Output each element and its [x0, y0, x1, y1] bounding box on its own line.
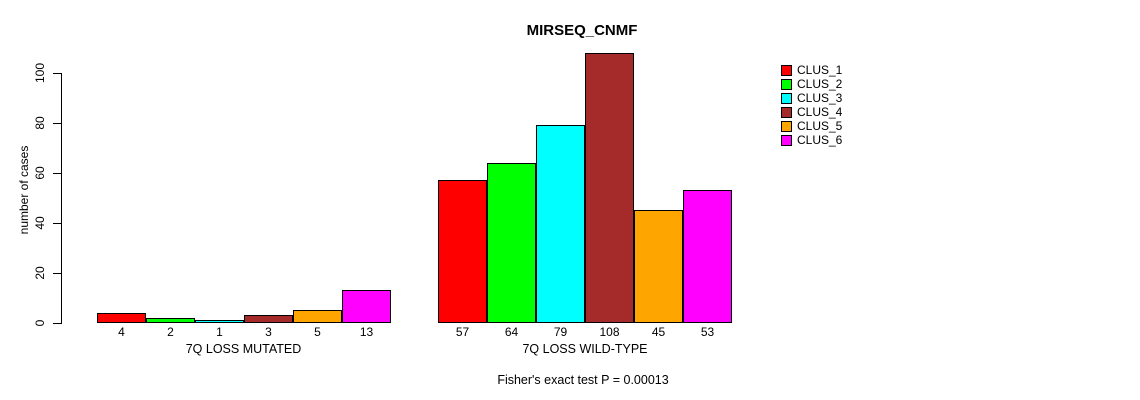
y-axis-tick: [53, 173, 61, 174]
bar-clus_4-group1: [244, 315, 293, 323]
bar-value-label: 5: [314, 325, 321, 339]
legend-item: CLUS_4: [781, 105, 842, 119]
legend-swatch-clus_6: [781, 134, 792, 146]
y-axis-tick-label: 20: [33, 266, 47, 280]
bar-clus_1-group2: [438, 180, 487, 323]
y-axis-tick: [53, 73, 61, 74]
legend: CLUS_1 CLUS_2 CLUS_3 CLUS_4 CLUS_5 CLUS_6: [781, 63, 842, 147]
legend-label: CLUS_4: [797, 105, 843, 119]
y-axis-label: number of cases: [17, 145, 31, 235]
legend-item: CLUS_6: [781, 133, 842, 147]
bar-value-label: 1: [216, 325, 223, 339]
x-axis-group-label: 7Q LOSS MUTATED: [185, 342, 302, 356]
bar-value-label: 53: [700, 325, 715, 339]
chart-title: MIRSEQ_CNMF: [526, 22, 638, 39]
legend-label: CLUS_6: [797, 133, 843, 147]
legend-swatch-clus_5: [781, 120, 792, 132]
legend-label: CLUS_1: [797, 63, 843, 77]
legend-item: CLUS_2: [781, 77, 842, 91]
y-axis-tick-label: 80: [33, 116, 47, 130]
legend-label: CLUS_3: [797, 91, 843, 105]
y-axis-tick: [53, 273, 61, 274]
bar-clus_3-group2: [536, 125, 585, 323]
y-axis-tick-label: 40: [33, 216, 47, 230]
bar-clus_2-group1: [146, 318, 195, 323]
fisher-test-annotation: Fisher's exact test P = 0.00013: [497, 373, 669, 387]
bar-value-label: 108: [599, 325, 620, 339]
legend-item: CLUS_5: [781, 119, 842, 133]
legend-swatch-clus_1: [781, 64, 792, 76]
legend-swatch-clus_3: [781, 92, 792, 104]
bar-clus_6-group1: [342, 290, 391, 323]
bar-clus_4-group2: [585, 53, 634, 323]
bar-clus_2-group2: [487, 163, 536, 323]
legend-label: CLUS_5: [797, 119, 843, 133]
bar-value-label: 79: [553, 325, 568, 339]
bar-clus_5-group2: [634, 210, 683, 323]
bar-clus_1-group1: [97, 313, 146, 323]
y-axis-tick-label: 100: [33, 62, 47, 84]
x-axis-group-label: 7Q LOSS WILD-TYPE: [522, 342, 648, 356]
y-axis-tick: [53, 323, 61, 324]
bar-value-label: 3: [265, 325, 272, 339]
y-axis-tick: [53, 223, 61, 224]
legend-label: CLUS_2: [797, 77, 843, 91]
legend-item: CLUS_3: [781, 91, 842, 105]
bar-clus_3-group1: [195, 320, 244, 323]
legend-swatch-clus_2: [781, 78, 792, 90]
bar-value-label: 64: [504, 325, 519, 339]
bar-value-label: 2: [167, 325, 174, 339]
legend-item: CLUS_1: [781, 63, 842, 77]
bar-clus_6-group2: [683, 190, 732, 323]
y-axis-tick-label: 60: [33, 166, 47, 180]
bar-value-label: 4: [118, 325, 125, 339]
legend-swatch-clus_4: [781, 106, 792, 118]
y-axis-line: [61, 73, 62, 324]
y-axis-tick-label: 0: [33, 319, 47, 327]
bar-clus_5-group1: [293, 310, 342, 323]
bar-value-label: 45: [651, 325, 666, 339]
bar-value-label: 13: [359, 325, 374, 339]
y-axis-tick: [53, 123, 61, 124]
bar-value-label: 57: [455, 325, 470, 339]
